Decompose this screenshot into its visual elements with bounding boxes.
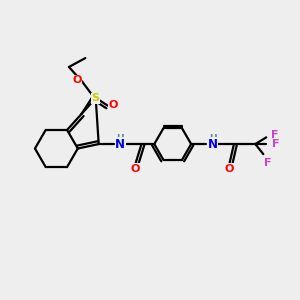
- Text: S: S: [92, 93, 100, 103]
- Text: O: O: [72, 75, 82, 85]
- Text: F: F: [271, 130, 278, 140]
- Text: N: N: [115, 138, 125, 151]
- Text: N: N: [208, 138, 218, 151]
- Text: O: O: [109, 100, 118, 110]
- Text: O: O: [130, 164, 140, 174]
- Text: H: H: [116, 134, 124, 143]
- Text: O: O: [224, 164, 234, 174]
- Text: F: F: [264, 158, 272, 168]
- Text: F: F: [272, 139, 280, 149]
- Text: H: H: [209, 134, 216, 143]
